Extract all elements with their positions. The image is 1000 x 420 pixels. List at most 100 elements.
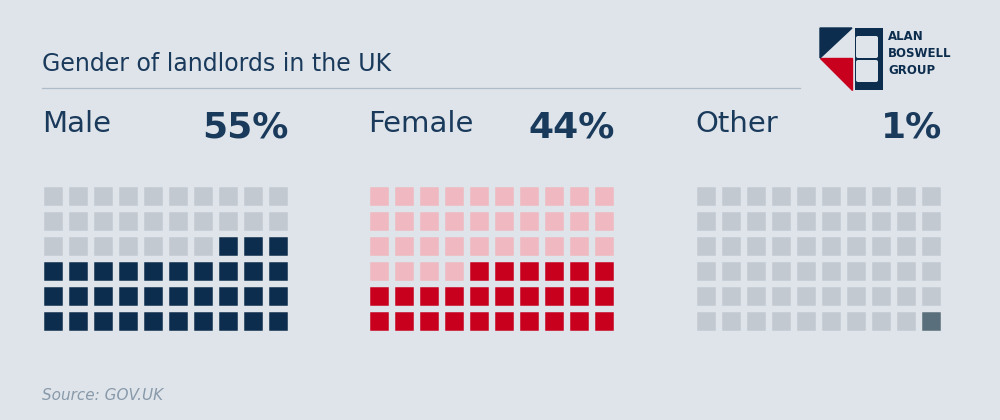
FancyBboxPatch shape xyxy=(117,185,139,207)
FancyBboxPatch shape xyxy=(518,185,540,207)
FancyBboxPatch shape xyxy=(820,185,842,207)
FancyBboxPatch shape xyxy=(820,210,842,232)
FancyBboxPatch shape xyxy=(845,185,867,207)
FancyBboxPatch shape xyxy=(217,235,239,257)
FancyBboxPatch shape xyxy=(795,235,817,257)
FancyBboxPatch shape xyxy=(720,260,742,282)
FancyBboxPatch shape xyxy=(795,285,817,307)
FancyBboxPatch shape xyxy=(443,235,465,257)
FancyBboxPatch shape xyxy=(267,185,289,207)
FancyBboxPatch shape xyxy=(468,210,490,232)
FancyBboxPatch shape xyxy=(543,260,565,282)
FancyBboxPatch shape xyxy=(368,260,390,282)
FancyBboxPatch shape xyxy=(443,210,465,232)
FancyBboxPatch shape xyxy=(870,310,892,332)
FancyBboxPatch shape xyxy=(720,285,742,307)
FancyBboxPatch shape xyxy=(895,285,917,307)
FancyBboxPatch shape xyxy=(820,285,842,307)
FancyBboxPatch shape xyxy=(217,185,239,207)
FancyBboxPatch shape xyxy=(167,285,189,307)
FancyBboxPatch shape xyxy=(267,260,289,282)
FancyBboxPatch shape xyxy=(745,260,767,282)
FancyBboxPatch shape xyxy=(92,260,114,282)
FancyBboxPatch shape xyxy=(267,310,289,332)
FancyBboxPatch shape xyxy=(142,260,164,282)
FancyBboxPatch shape xyxy=(745,285,767,307)
FancyBboxPatch shape xyxy=(493,210,515,232)
FancyBboxPatch shape xyxy=(92,185,114,207)
FancyBboxPatch shape xyxy=(217,285,239,307)
FancyBboxPatch shape xyxy=(695,285,717,307)
FancyBboxPatch shape xyxy=(92,235,114,257)
FancyBboxPatch shape xyxy=(568,260,590,282)
FancyBboxPatch shape xyxy=(920,210,942,232)
FancyBboxPatch shape xyxy=(543,185,565,207)
FancyBboxPatch shape xyxy=(42,285,64,307)
Text: Gender of landlords in the UK: Gender of landlords in the UK xyxy=(42,52,391,76)
FancyBboxPatch shape xyxy=(468,235,490,257)
FancyBboxPatch shape xyxy=(167,235,189,257)
FancyBboxPatch shape xyxy=(593,310,615,332)
FancyBboxPatch shape xyxy=(695,235,717,257)
FancyBboxPatch shape xyxy=(845,260,867,282)
FancyBboxPatch shape xyxy=(845,310,867,332)
FancyBboxPatch shape xyxy=(855,28,883,90)
FancyBboxPatch shape xyxy=(368,235,390,257)
FancyBboxPatch shape xyxy=(468,285,490,307)
FancyBboxPatch shape xyxy=(117,310,139,332)
FancyBboxPatch shape xyxy=(543,285,565,307)
FancyBboxPatch shape xyxy=(393,235,415,257)
FancyBboxPatch shape xyxy=(920,310,942,332)
FancyBboxPatch shape xyxy=(42,185,64,207)
FancyBboxPatch shape xyxy=(368,185,390,207)
FancyBboxPatch shape xyxy=(242,260,264,282)
FancyBboxPatch shape xyxy=(418,260,440,282)
FancyBboxPatch shape xyxy=(920,235,942,257)
FancyBboxPatch shape xyxy=(543,235,565,257)
FancyBboxPatch shape xyxy=(142,310,164,332)
FancyBboxPatch shape xyxy=(720,235,742,257)
FancyBboxPatch shape xyxy=(695,210,717,232)
FancyBboxPatch shape xyxy=(67,310,89,332)
FancyBboxPatch shape xyxy=(443,285,465,307)
FancyBboxPatch shape xyxy=(418,185,440,207)
FancyBboxPatch shape xyxy=(518,210,540,232)
FancyBboxPatch shape xyxy=(593,185,615,207)
FancyBboxPatch shape xyxy=(267,285,289,307)
FancyBboxPatch shape xyxy=(895,310,917,332)
FancyBboxPatch shape xyxy=(393,310,415,332)
FancyBboxPatch shape xyxy=(368,310,390,332)
FancyBboxPatch shape xyxy=(518,235,540,257)
FancyBboxPatch shape xyxy=(468,310,490,332)
FancyBboxPatch shape xyxy=(418,235,440,257)
FancyBboxPatch shape xyxy=(67,285,89,307)
FancyBboxPatch shape xyxy=(267,235,289,257)
FancyBboxPatch shape xyxy=(856,36,878,58)
FancyBboxPatch shape xyxy=(142,235,164,257)
FancyBboxPatch shape xyxy=(845,235,867,257)
FancyBboxPatch shape xyxy=(568,185,590,207)
FancyBboxPatch shape xyxy=(67,235,89,257)
FancyBboxPatch shape xyxy=(518,260,540,282)
FancyBboxPatch shape xyxy=(568,235,590,257)
FancyBboxPatch shape xyxy=(142,285,164,307)
FancyBboxPatch shape xyxy=(543,210,565,232)
FancyBboxPatch shape xyxy=(167,210,189,232)
FancyBboxPatch shape xyxy=(745,185,767,207)
FancyBboxPatch shape xyxy=(493,235,515,257)
Text: Other: Other xyxy=(695,110,778,138)
Text: Male: Male xyxy=(42,110,111,138)
FancyBboxPatch shape xyxy=(167,185,189,207)
FancyBboxPatch shape xyxy=(518,285,540,307)
FancyBboxPatch shape xyxy=(117,235,139,257)
FancyBboxPatch shape xyxy=(42,310,64,332)
FancyBboxPatch shape xyxy=(67,185,89,207)
FancyBboxPatch shape xyxy=(42,210,64,232)
FancyBboxPatch shape xyxy=(568,210,590,232)
FancyBboxPatch shape xyxy=(67,210,89,232)
FancyBboxPatch shape xyxy=(368,210,390,232)
FancyBboxPatch shape xyxy=(795,185,817,207)
Text: Female: Female xyxy=(368,110,473,138)
FancyBboxPatch shape xyxy=(493,310,515,332)
FancyBboxPatch shape xyxy=(217,210,239,232)
